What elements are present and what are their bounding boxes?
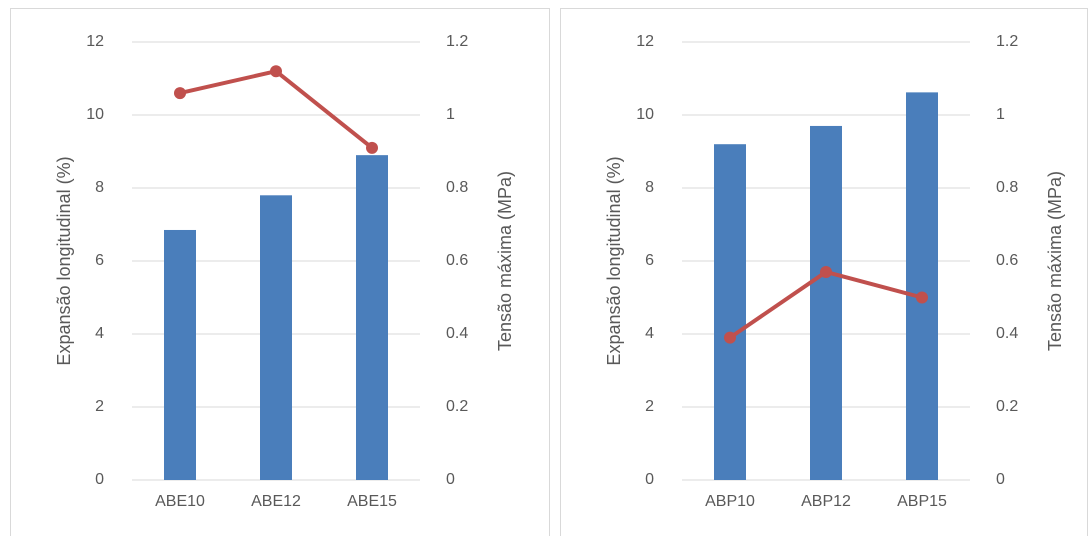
- line-marker: [820, 265, 832, 278]
- x-tick-label: ABE10: [155, 493, 205, 510]
- y2-tick-label: 0.2: [446, 398, 468, 415]
- y2-tick-label: 0: [996, 471, 1005, 488]
- x-tick-label: ABP10: [705, 493, 755, 510]
- y2-axis-title: Tensão máxima (MPa): [1045, 171, 1065, 351]
- y2-tick-label: 1: [996, 106, 1005, 123]
- line-marker: [366, 141, 378, 154]
- y2-tick-label: 0.4: [996, 325, 1018, 342]
- bar: [356, 155, 388, 480]
- y-tick-label: 4: [645, 325, 654, 342]
- bar: [906, 92, 938, 481]
- x-tick-label: ABE12: [251, 493, 301, 510]
- y-tick-label: 6: [645, 252, 654, 269]
- y-tick-label: 10: [86, 106, 104, 123]
- y2-tick-label: 0.2: [996, 398, 1018, 415]
- y2-tick-label: 0.6: [446, 252, 468, 269]
- bar: [810, 125, 842, 480]
- line-marker: [916, 291, 928, 304]
- y2-tick-label: 1.2: [996, 33, 1018, 50]
- bar: [714, 144, 746, 480]
- y-tick-label: 8: [645, 179, 654, 196]
- y2-tick-label: 0.8: [446, 179, 468, 196]
- y-tick-label: 6: [95, 252, 104, 269]
- y2-tick-label: 0.4: [446, 325, 468, 342]
- x-tick-label: ABP12: [801, 493, 851, 510]
- y2-tick-label: 0.8: [996, 179, 1018, 196]
- bar: [164, 229, 196, 480]
- line-marker: [270, 65, 282, 78]
- y-tick-label: 12: [86, 33, 104, 50]
- line-marker: [724, 331, 736, 344]
- y-tick-label: 2: [645, 398, 654, 415]
- y-tick-label: 8: [95, 179, 104, 196]
- y-tick-label: 10: [636, 106, 654, 123]
- y-tick-label: 12: [636, 33, 654, 50]
- y-tick-label: 2: [95, 398, 104, 415]
- x-tick-label: ABE15: [347, 493, 397, 510]
- y-axis-title: Expansão longitudinal (%): [54, 156, 74, 365]
- y-tick-label: 0: [95, 471, 104, 488]
- y2-tick-label: 0.6: [996, 252, 1018, 269]
- x-tick-label: ABP15: [897, 493, 947, 510]
- y2-tick-label: 1.2: [446, 33, 468, 50]
- y-tick-label: 0: [645, 471, 654, 488]
- bar: [260, 195, 292, 481]
- y-axis-title: Expansão longitudinal (%): [604, 156, 624, 365]
- line-marker: [174, 87, 186, 100]
- y-tick-label: 4: [95, 325, 104, 342]
- y2-tick-label: 1: [446, 106, 455, 123]
- y2-axis-title: Tensão máxima (MPa): [495, 171, 515, 351]
- y2-tick-label: 0: [446, 471, 455, 488]
